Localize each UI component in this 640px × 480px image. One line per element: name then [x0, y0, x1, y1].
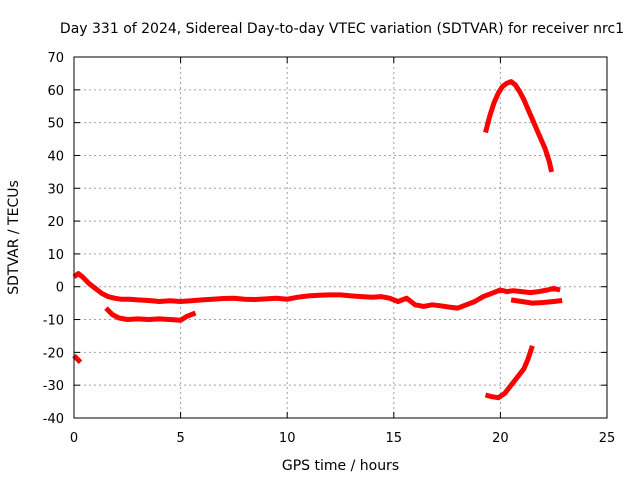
x-tick-label: 25 [599, 431, 616, 446]
y-tick-label: 70 [47, 51, 64, 66]
x-tick-label: 20 [492, 431, 509, 446]
series-lower-branch [510, 297, 563, 306]
y-tick-label: 50 [47, 117, 64, 132]
y-tick-label: 30 [47, 182, 64, 197]
series-main [72, 271, 561, 311]
y-tick-label: 60 [47, 84, 64, 99]
x-tick-label: 10 [279, 431, 296, 446]
y-tick-label: -20 [43, 346, 64, 361]
x-tick-label: 0 [70, 431, 78, 446]
y-axis-label: SDTVAR / TECUs [6, 180, 22, 295]
plot-frame [73, 56, 608, 419]
y-tick-label: 10 [47, 248, 64, 263]
grid-lines [74, 57, 607, 418]
y-tick-label: 0 [56, 281, 64, 296]
y-tick-label: 40 [47, 149, 64, 164]
axis-ticks: 0 5 10 15 20 25 -40 -30 -20 -10 0 10 20 30 40 50 60 70 [43, 51, 616, 446]
y-tick-label: -10 [43, 314, 64, 329]
data-series [72, 79, 563, 401]
series-rising-low [484, 345, 535, 401]
chart-title: Day 331 of 2024, Sidereal Day-to-day VTE… [60, 21, 624, 37]
series-rising-peak [483, 79, 555, 173]
series-early-drop [72, 353, 83, 364]
y-tick-label: -30 [43, 379, 64, 394]
x-tick-label: 5 [176, 431, 184, 446]
y-tick-label: -40 [43, 412, 64, 427]
x-tick-label: 15 [386, 431, 403, 446]
x-axis-label: GPS time / hours [282, 458, 399, 474]
y-tick-label: 20 [47, 215, 64, 230]
series-lower-left [104, 306, 197, 323]
